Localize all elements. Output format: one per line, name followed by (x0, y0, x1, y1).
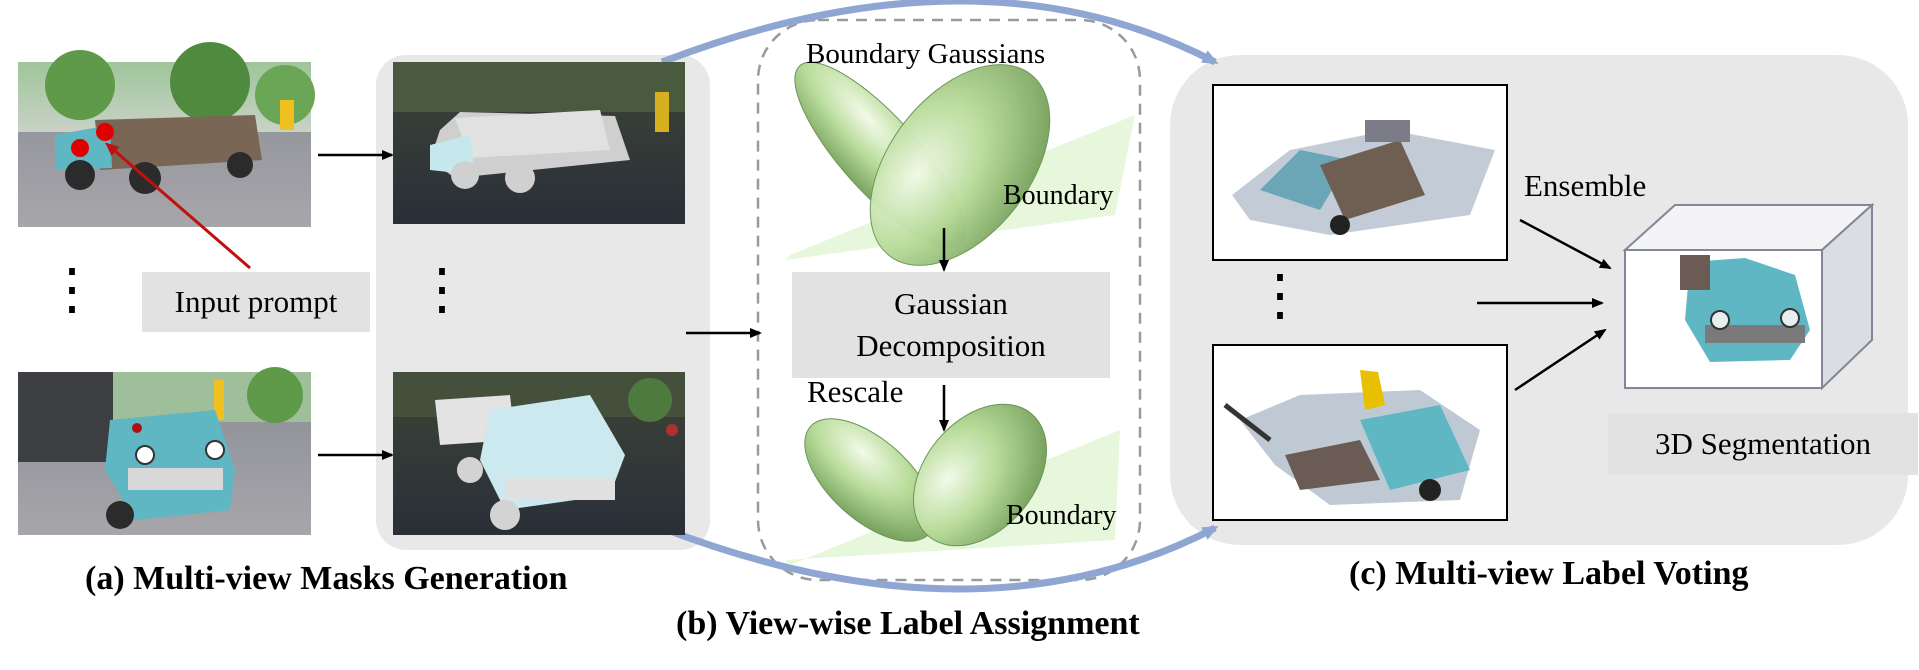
prompt-point (96, 123, 114, 141)
boundary-label-bottom: Boundary (1006, 500, 1117, 531)
boundary-plane-bottom (785, 430, 1120, 565)
decomposition-line1: Gaussian (894, 286, 1008, 321)
input-photo-top (18, 42, 315, 227)
input-photo-bottom (18, 367, 311, 535)
gaussian-decomposition-box: Gaussian Decomposition (792, 272, 1110, 378)
decomposition-line2: Decomposition (856, 328, 1046, 363)
input-prompt-label: Input prompt (142, 272, 370, 332)
ellipsis-masks: ⋮ (414, 259, 470, 321)
ellipsis-views-a: ⋮ (44, 259, 100, 321)
caption-b: (b) View-wise Label Assignment (676, 605, 1140, 642)
truck-render-top (1232, 120, 1495, 235)
caption-c: (c) Multi-view Label Voting (1349, 555, 1749, 592)
mask-photo-top (393, 62, 685, 224)
rescale-label: Rescale (807, 374, 904, 409)
truck-render-bottom (1223, 370, 1480, 505)
ensemble-arrow (1519, 218, 1612, 270)
panel-b-dashed-frame (756, 18, 1142, 582)
3d-result-box (1622, 202, 1875, 391)
ensemble-arrow (1514, 328, 1607, 392)
boundary-gaussians-label: Boundary Gaussians (806, 38, 1046, 70)
boundary-label-top: Boundary (1003, 180, 1114, 211)
mask-photo-bottom (393, 372, 685, 535)
3d-segmentation-label: 3D Segmentation (1608, 413, 1918, 475)
caption-a: (a) Multi-view Masks Generation (85, 560, 568, 597)
gaussian-ellipsoid-rescaled (913, 403, 1047, 547)
ellipsis-views-c: ⋮ (1252, 265, 1308, 327)
prompt-point (71, 139, 89, 157)
bottom-flow-arc (660, 524, 1219, 593)
prompt-arrow (104, 142, 251, 270)
top-flow-arc (660, 0, 1219, 66)
ensemble-label: Ensemble (1524, 168, 1647, 203)
gaussian-ellipsoid (869, 64, 1051, 266)
